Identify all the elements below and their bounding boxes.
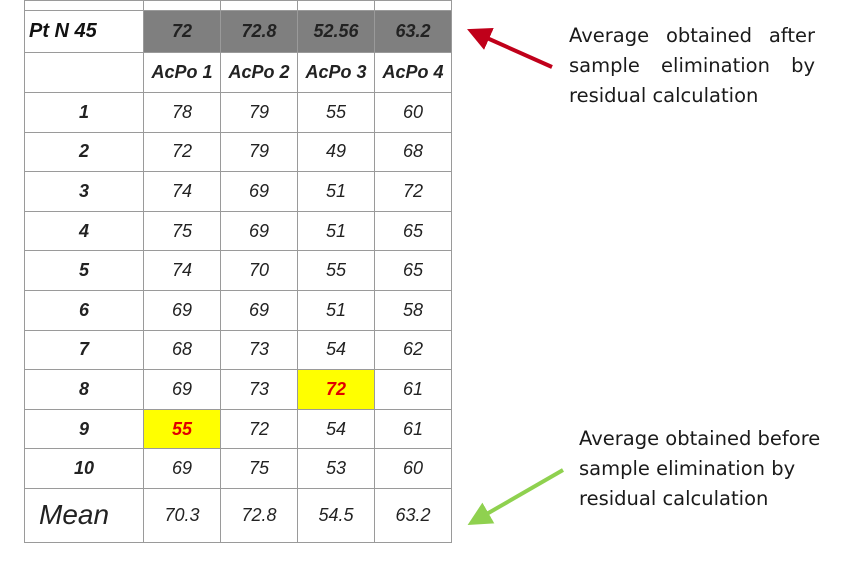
table-cell: 69: [220, 289, 298, 331]
average-after-cell: 72: [143, 10, 221, 53]
row-number: 8: [24, 369, 144, 410]
corner-label: Pt N 45: [24, 10, 144, 53]
row-number: 3: [24, 171, 144, 212]
row-number: 7: [24, 329, 144, 371]
table-cell: 72: [220, 408, 298, 450]
table-cell: 75: [143, 210, 221, 252]
table-cell: 78: [143, 92, 221, 133]
table-cell: 55: [297, 92, 375, 133]
note-average-after: Average obtained after sample eliminatio…: [569, 24, 815, 107]
row-number: 2: [24, 131, 144, 173]
column-header: AcPo 2: [220, 52, 298, 93]
row-number: 10: [24, 448, 144, 489]
column-header: AcPo 3: [297, 52, 375, 93]
data-table: Pt N 45 72 72.8 52.56 63.2 AcPo 1 AcPo 2…: [24, 0, 452, 543]
mean-cell: 70.3: [143, 487, 221, 543]
outlier-cell: 72: [297, 369, 375, 410]
table-cell: 79: [220, 131, 298, 173]
table-cell: 51: [297, 171, 375, 212]
table-cell: 68: [374, 131, 452, 173]
column-header-row: AcPo 1 AcPo 2 AcPo 3 AcPo 4: [24, 52, 452, 93]
table-cell: 69: [143, 289, 221, 331]
table-cell: 73: [220, 369, 298, 410]
note-average-before: Average obtained before sample eliminati…: [579, 427, 821, 510]
table-cell: 61: [374, 369, 452, 410]
table-cell: 68: [143, 329, 221, 371]
table-cell: 72: [143, 131, 221, 173]
row-number: 6: [24, 289, 144, 331]
data-table-wrapper: Pt N 45 72 72.8 52.56 63.2 AcPo 1 AcPo 2…: [24, 0, 452, 543]
table-cell: 61: [374, 408, 452, 450]
table-cell: 69: [143, 448, 221, 489]
row-number: 4: [24, 210, 144, 252]
arrow-to-averages-after: [467, 27, 553, 69]
table-row: 6 69 69 51 58: [24, 289, 452, 331]
mean-label: Mean: [24, 487, 144, 543]
table-cell: 51: [297, 289, 375, 331]
table-row: 8 69 73 72 61: [24, 369, 452, 410]
mean-cell: 63.2: [374, 487, 452, 543]
averages-after-row: Pt N 45 72 72.8 52.56 63.2: [24, 10, 452, 53]
table-row: 10 69 75 53 60: [24, 448, 452, 489]
table-cell: 53: [297, 448, 375, 489]
table-cell: 70: [220, 250, 298, 291]
table-row: 2 72 79 49 68: [24, 131, 452, 173]
table-row: 4 75 69 51 65: [24, 210, 452, 252]
row-number: 1: [24, 92, 144, 133]
table-row: 7 68 73 54 62: [24, 329, 452, 371]
table-cell: 65: [374, 250, 452, 291]
mean-cell: 72.8: [220, 487, 298, 543]
table-cell: 51: [297, 210, 375, 252]
column-header: AcPo 1: [143, 52, 221, 93]
table-row: 3 74 69 51 72: [24, 171, 452, 212]
table-row: 1 78 79 55 60: [24, 92, 452, 133]
table-cell: 58: [374, 289, 452, 331]
table-cell: 73: [220, 329, 298, 371]
table-cell: 65: [374, 210, 452, 252]
average-after-cell: 63.2: [374, 10, 452, 53]
table-cell: 62: [374, 329, 452, 371]
arrow-to-mean-row: [467, 468, 564, 525]
table-cell: 54: [297, 329, 375, 371]
column-header-blank: [24, 52, 144, 93]
table-cell: 49: [297, 131, 375, 173]
mean-cell: 54.5: [297, 487, 375, 543]
mean-row: Mean 70.3 72.8 54.5 63.2: [24, 487, 452, 543]
table-cell: 69: [143, 369, 221, 410]
row-number: 5: [24, 250, 144, 291]
column-header: AcPo 4: [374, 52, 452, 93]
